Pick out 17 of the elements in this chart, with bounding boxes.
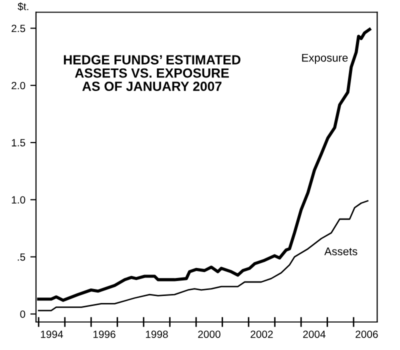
x-tick-label: 1996 bbox=[93, 330, 116, 338]
y-tick-label: 1.0 bbox=[12, 196, 26, 204]
x-tick-label: 1998 bbox=[146, 330, 168, 338]
x-tick-label: 2000 bbox=[198, 330, 220, 338]
series-label: Assets bbox=[324, 248, 358, 256]
y-tick-label: 2.5 bbox=[12, 24, 26, 32]
x-tick-label: 1994 bbox=[40, 330, 64, 338]
y-tick-label: .5 bbox=[18, 253, 26, 261]
text: HEDGE FUNDS’ ESTIMATED ASSETS VS. EXPOSURE AS OF JANUARY 2007 bbox=[64, 55, 240, 91]
y-axis-title: $t. bbox=[18, 2, 28, 11]
y-tick-label: 2.0 bbox=[12, 82, 26, 90]
x-tick-label: 2004 bbox=[303, 330, 326, 338]
y-tick-label: 0 bbox=[20, 310, 26, 318]
x-tick-label: 2006 bbox=[356, 330, 378, 338]
x-tick-label: 2002 bbox=[250, 330, 273, 338]
y-tick-label: 1.5 bbox=[12, 139, 26, 146]
series-label: Exposure bbox=[302, 54, 348, 64]
